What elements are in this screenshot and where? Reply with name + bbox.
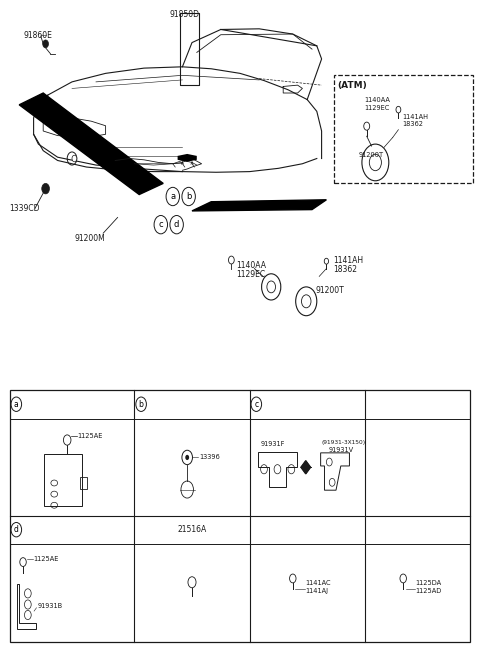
Text: 21516A: 21516A — [178, 525, 206, 534]
FancyBboxPatch shape — [10, 390, 470, 642]
Text: b: b — [186, 192, 192, 201]
Text: c: c — [254, 400, 258, 409]
Text: a: a — [14, 400, 19, 409]
Text: 1140AA: 1140AA — [237, 261, 267, 271]
Polygon shape — [178, 154, 197, 162]
Text: 91850D: 91850D — [170, 10, 200, 19]
Circle shape — [20, 557, 26, 567]
Text: 91200T: 91200T — [316, 286, 345, 295]
Text: 1141AJ: 1141AJ — [305, 588, 328, 595]
Text: 1141AC: 1141AC — [305, 580, 330, 586]
Circle shape — [43, 40, 48, 48]
Text: 1129EC: 1129EC — [237, 270, 266, 279]
Text: (91931-3X150): (91931-3X150) — [322, 440, 366, 445]
Text: d: d — [174, 220, 180, 229]
Circle shape — [63, 435, 71, 445]
Text: 91931V: 91931V — [328, 447, 353, 453]
Text: 91200T: 91200T — [359, 152, 384, 159]
Text: d: d — [14, 525, 19, 534]
Text: c: c — [158, 220, 163, 229]
Polygon shape — [19, 93, 163, 195]
Text: 13396: 13396 — [199, 455, 220, 460]
Text: (ATM): (ATM) — [337, 81, 367, 90]
Text: 1125DA: 1125DA — [415, 580, 441, 586]
FancyBboxPatch shape — [334, 75, 473, 183]
Polygon shape — [301, 460, 311, 474]
Circle shape — [72, 155, 77, 162]
Circle shape — [364, 122, 370, 130]
Polygon shape — [192, 200, 326, 211]
Text: 91931B: 91931B — [37, 603, 62, 610]
Text: 91860E: 91860E — [24, 31, 53, 40]
Circle shape — [228, 256, 234, 264]
Text: 1129EC: 1129EC — [364, 105, 389, 111]
Text: 1141AH: 1141AH — [334, 256, 364, 265]
Text: 1141AH: 1141AH — [402, 113, 428, 120]
Circle shape — [396, 106, 401, 113]
Text: 18362: 18362 — [402, 121, 423, 128]
Circle shape — [185, 455, 189, 460]
Text: a: a — [170, 192, 175, 201]
Text: 1125AD: 1125AD — [415, 588, 442, 595]
Text: 1140AA: 1140AA — [364, 97, 390, 103]
Circle shape — [400, 574, 407, 583]
Text: 91200M: 91200M — [74, 234, 105, 243]
Text: 1339CD: 1339CD — [10, 204, 40, 213]
Circle shape — [42, 183, 49, 194]
Text: 91931F: 91931F — [260, 441, 285, 447]
Text: b: b — [139, 400, 144, 409]
Text: 18362: 18362 — [334, 265, 358, 274]
Circle shape — [289, 574, 296, 583]
Circle shape — [324, 258, 328, 264]
Text: 1125AE: 1125AE — [78, 434, 103, 440]
Text: 1125AE: 1125AE — [34, 555, 59, 562]
Circle shape — [188, 577, 196, 588]
